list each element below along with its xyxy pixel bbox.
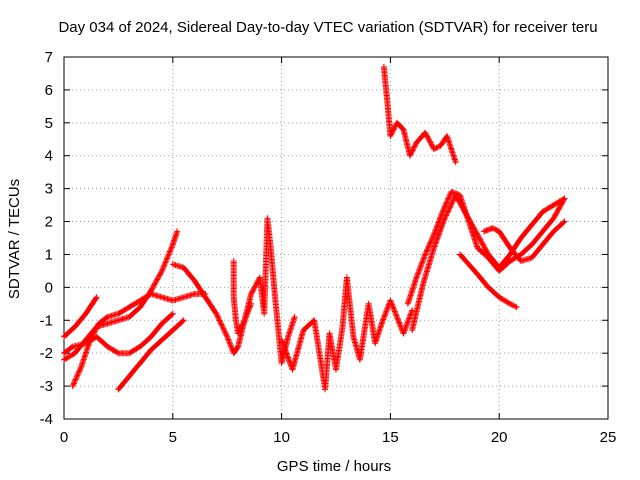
y-tick-label: 1 — [45, 246, 53, 263]
data-point-markers — [481, 218, 568, 264]
series-track-8 — [278, 274, 416, 393]
series-track-13 — [481, 218, 568, 264]
x-axis-label: GPS time / hours — [277, 458, 391, 475]
series-track-4 — [69, 290, 209, 390]
y-tick-label: 2 — [45, 214, 53, 231]
x-tick-label: 20 — [491, 429, 508, 446]
y-tick-label: 4 — [45, 148, 53, 165]
data-point-markers — [457, 251, 520, 311]
data-point-markers — [115, 317, 187, 393]
data-point-markers — [278, 274, 416, 393]
chart-title: Day 034 of 2024, Sidereal Day-to-day VTE… — [58, 19, 597, 36]
x-tick-label: 10 — [273, 429, 290, 446]
plot-area — [63, 56, 609, 420]
y-tick-label: 5 — [45, 115, 53, 132]
y-tick-label: 0 — [45, 279, 53, 296]
y-tick-label: -3 — [40, 378, 53, 395]
data-series — [61, 63, 568, 393]
series-track-1 — [61, 294, 100, 340]
series-track-5 — [115, 317, 187, 393]
series-track-6 — [169, 261, 255, 357]
data-point-markers — [69, 290, 209, 390]
data-point-markers — [409, 192, 568, 334]
y-tick-label: -2 — [40, 345, 53, 362]
series-track-7 — [230, 215, 298, 367]
data-point-markers — [380, 63, 459, 166]
y-tick-label: 3 — [45, 181, 53, 198]
y-tick-label: -4 — [40, 411, 53, 428]
y-tick-label: 7 — [45, 49, 53, 66]
x-axis: 0 5 10 15 20 25 — [60, 429, 617, 446]
y-axis-label: SDTVAR / TECUs — [6, 179, 23, 299]
data-point-markers — [230, 215, 298, 367]
series-track-12 — [457, 251, 520, 311]
x-tick-label: 0 — [60, 429, 68, 446]
y-axis: -4 -3 -2 -1 0 1 2 3 4 5 6 7 — [40, 49, 53, 428]
y-tick-label: 6 — [45, 82, 53, 99]
axis-ticks — [63, 56, 609, 420]
y-tick-label: -1 — [40, 312, 53, 329]
series-track-11 — [409, 192, 568, 334]
data-point-markers — [169, 261, 255, 357]
x-tick-label: 5 — [169, 429, 177, 446]
x-tick-label: 25 — [600, 429, 617, 446]
series-track-9 — [380, 63, 459, 166]
x-tick-label: 15 — [382, 429, 399, 446]
data-point-markers — [61, 294, 100, 340]
